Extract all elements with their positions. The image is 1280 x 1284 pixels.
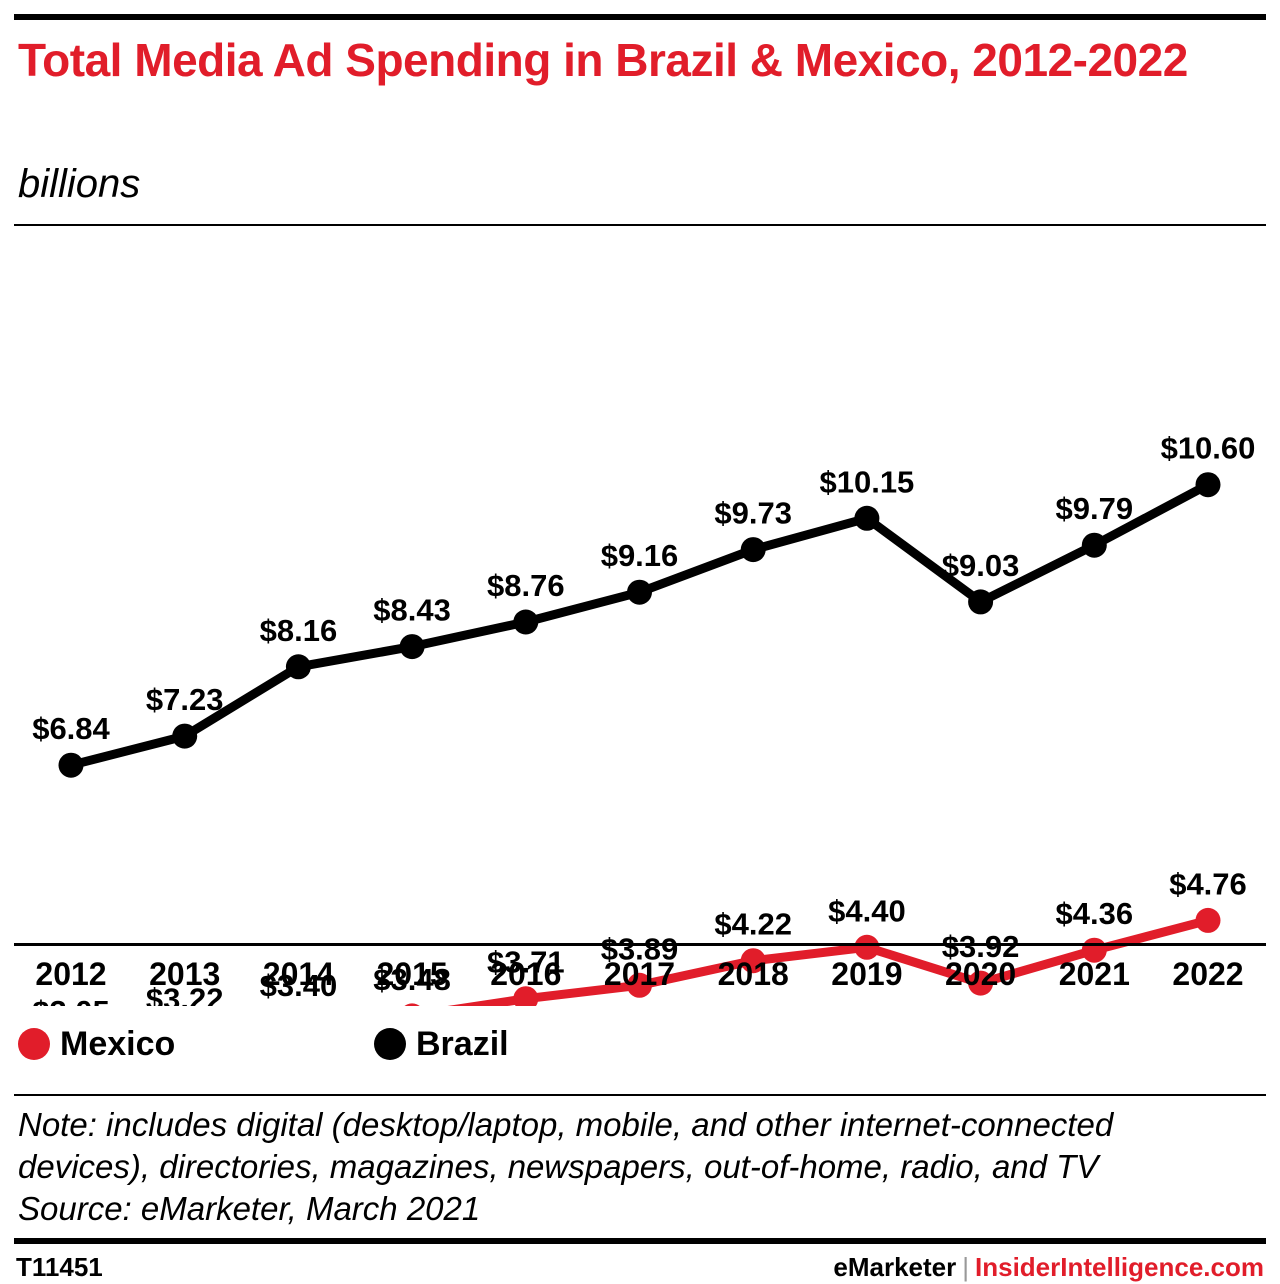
- series-layer: $3.05 $3.22 $3.40 $3.48 $3.71 $3.89 $4.22 $4.40…: [32, 431, 1255, 1006]
- data-point-brazil-2017: [627, 579, 652, 605]
- chart-id: T11451: [16, 1252, 103, 1282]
- data-point-brazil-2013: [172, 723, 198, 749]
- data-point-brazil-2020: [968, 589, 994, 615]
- data-point-brazil-2012: [58, 752, 84, 778]
- x-tick-label-2022: 2022: [1172, 956, 1243, 992]
- header-rule: [14, 224, 1266, 226]
- x-tick-label-2012: 2012: [35, 956, 106, 992]
- data-label-brazil-2018: $9.73: [714, 496, 792, 531]
- brand-line: eMarketer | InsiderIntelligence.com: [833, 1252, 1264, 1283]
- data-label-mexico-2014: $3.40: [260, 968, 338, 1003]
- data-label-brazil-2022: $10.60: [1161, 431, 1256, 466]
- data-label-brazil-2017: $9.16: [601, 538, 679, 573]
- x-axis-ticks: 2012 2013 2014 2015 2016 2017 2018 2019 2020 2021…: [35, 956, 1243, 992]
- note-line-2: devices), directories, magazines, newspa…: [18, 1148, 1099, 1185]
- x-tick-label-2018: 2018: [718, 956, 789, 992]
- x-axis-line: [14, 943, 1266, 946]
- top-rule: [14, 14, 1266, 20]
- data-label-mexico-2013: $3.22: [146, 981, 224, 1006]
- chart-subtitle: billions: [18, 162, 141, 206]
- series-brazil: $6.84 $7.23 $8.16 $8.43 $8.76 $9.16 $9.73 $10.1…: [32, 431, 1255, 778]
- data-point-brazil-2014: [285, 654, 311, 680]
- data-label-brazil-2021: $9.79: [1056, 491, 1134, 526]
- data-label-mexico-2015: $3.48: [373, 962, 451, 997]
- legend-item-brazil: Brazil: [374, 1022, 509, 1066]
- data-label-mexico-2020: $3.92: [942, 929, 1020, 964]
- data-point-mexico-2019: [854, 934, 880, 960]
- data-label-brazil-2020: $9.03: [942, 548, 1020, 583]
- data-label-mexico-2019: $4.40: [828, 893, 906, 928]
- x-tick-label-2017: 2017: [604, 956, 675, 992]
- series-mexico: $3.05 $3.22 $3.40 $3.48 $3.71 $3.89 $4.22 $4.40…: [32, 866, 1247, 1006]
- legend: Mexico Brazil: [18, 1022, 818, 1066]
- legend-swatch-mexico: [18, 1028, 50, 1060]
- x-tick-label-2014: 2014: [263, 956, 334, 992]
- x-tick-label-2015: 2015: [377, 956, 448, 992]
- x-tick-label-2013: 2013: [149, 956, 220, 992]
- data-point-mexico-2020: [968, 970, 994, 996]
- note-line-1: Note: includes digital (desktop/laptop, …: [18, 1106, 1114, 1143]
- data-label-mexico-2022: $4.76: [1169, 866, 1247, 901]
- bottom-rule: [14, 1238, 1266, 1244]
- data-point-mexico-2016: [513, 986, 539, 1006]
- brand-separator: |: [962, 1252, 970, 1282]
- data-label-mexico-2016: $3.71: [487, 945, 565, 980]
- brand-name: eMarketer: [833, 1252, 957, 1282]
- data-point-mexico-2018: [740, 948, 766, 974]
- data-label-mexico-2012: $3.05: [32, 994, 110, 1006]
- line-chart: $3.05 $3.22 $3.40 $3.48 $3.71 $3.89 $4.22 $4.40…: [14, 431, 1266, 1006]
- data-label-brazil-2014: $8.16: [260, 613, 338, 648]
- data-point-mexico-2017: [627, 972, 652, 998]
- data-point-mexico-2022: [1195, 907, 1221, 933]
- data-label-mexico-2017: $3.89: [601, 931, 679, 966]
- x-tick-label-2016: 2016: [490, 956, 561, 992]
- note-rule: [14, 1094, 1266, 1096]
- data-label-brazil-2016: $8.76: [487, 568, 565, 603]
- data-point-brazil-2018: [740, 537, 766, 563]
- data-label-brazil-2019: $10.15: [819, 464, 914, 499]
- x-tick-label-2021: 2021: [1059, 956, 1130, 992]
- data-point-mexico-2015: [404, 1003, 420, 1006]
- data-point-brazil-2022: [1195, 472, 1221, 498]
- source-line: Source: eMarketer, March 2021: [18, 1190, 481, 1227]
- series-line-brazil: [66, 480, 1213, 770]
- data-label-brazil-2012: $6.84: [32, 711, 110, 746]
- x-tick-label-2019: 2019: [831, 956, 902, 992]
- legend-item-mexico: Mexico: [18, 1022, 175, 1066]
- data-label-brazil-2013: $7.23: [146, 682, 224, 717]
- legend-label-mexico: Mexico: [60, 1024, 176, 1063]
- data-label-mexico-2021: $4.36: [1056, 896, 1134, 931]
- footnote: Note: includes digital (desktop/laptop, …: [18, 1104, 1258, 1230]
- x-tick-label-2020: 2020: [945, 956, 1016, 992]
- data-point-brazil-2019: [854, 505, 880, 531]
- legend-label-brazil: Brazil: [416, 1024, 509, 1063]
- data-label-mexico-2018: $4.22: [714, 907, 792, 942]
- data-point-brazil-2021: [1081, 532, 1107, 558]
- legend-swatch-brazil: [374, 1028, 406, 1060]
- data-label-brazil-2015: $8.43: [373, 593, 451, 628]
- data-point-brazil-2015: [399, 634, 425, 660]
- brand-site-link[interactable]: InsiderIntelligence.com: [975, 1252, 1264, 1282]
- data-point-brazil-2016: [513, 609, 539, 635]
- chart-title: Total Media Ad Spending in Brazil & Mexi…: [18, 34, 1188, 86]
